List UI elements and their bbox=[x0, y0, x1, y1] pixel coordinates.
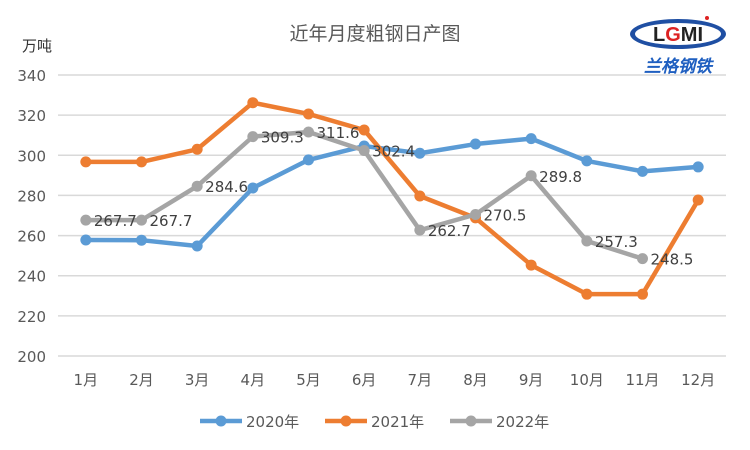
y-tick-label: 300 bbox=[17, 147, 46, 165]
data-point bbox=[247, 182, 259, 194]
data-point bbox=[358, 144, 370, 156]
data-label: 309.3 bbox=[261, 129, 304, 147]
data-label: 289.8 bbox=[539, 168, 582, 186]
x-tick-label: 1月 bbox=[74, 371, 99, 389]
x-tick-label: 7月 bbox=[408, 371, 433, 389]
data-point bbox=[136, 214, 147, 226]
data-label: 267.7 bbox=[150, 212, 193, 230]
data-point bbox=[303, 126, 314, 138]
svg-text:LGMI: LGMI bbox=[653, 24, 703, 46]
y-tick-label: 200 bbox=[17, 348, 46, 366]
data-label: 262.7 bbox=[428, 222, 471, 240]
data-point bbox=[191, 180, 203, 192]
y-tick-label: 260 bbox=[17, 228, 46, 246]
data-point bbox=[637, 165, 648, 177]
y-tick-label: 280 bbox=[17, 187, 46, 205]
y-tick-label: 340 bbox=[17, 67, 46, 85]
x-tick-label: 8月 bbox=[463, 371, 488, 389]
data-point bbox=[581, 235, 593, 247]
legend-marker bbox=[215, 415, 227, 427]
data-label: 311.6 bbox=[317, 124, 360, 142]
x-tick-label: 11月 bbox=[625, 371, 659, 389]
data-point bbox=[470, 138, 481, 150]
y-tick-label: 220 bbox=[17, 308, 46, 326]
data-label: 248.5 bbox=[651, 251, 694, 269]
legend-marker bbox=[465, 415, 477, 427]
svg-text:兰格钢铁: 兰格钢铁 bbox=[644, 57, 715, 77]
x-tick-label: 5月 bbox=[296, 371, 321, 389]
data-point bbox=[247, 97, 259, 109]
data-point bbox=[692, 161, 704, 173]
data-point bbox=[470, 208, 481, 220]
y-tick-label: 240 bbox=[17, 268, 46, 286]
legend-label: 2021年 bbox=[371, 413, 424, 431]
data-point bbox=[692, 194, 704, 206]
data-point bbox=[414, 147, 426, 159]
series-line-2020年 bbox=[85, 136, 699, 249]
data-point bbox=[637, 253, 648, 265]
lgmi-logo: LGMI 兰格钢铁 bbox=[630, 16, 726, 77]
x-tick-label: 2月 bbox=[129, 371, 154, 389]
data-point bbox=[80, 214, 92, 226]
data-point bbox=[637, 288, 648, 300]
y-tick-label: 320 bbox=[17, 107, 46, 125]
data-label: 270.5 bbox=[484, 206, 527, 224]
data-label: 257.3 bbox=[595, 233, 638, 251]
x-tick-label: 10月 bbox=[570, 371, 604, 389]
data-point bbox=[191, 240, 203, 252]
data-point bbox=[581, 155, 593, 167]
data-label: 302.4 bbox=[372, 142, 415, 160]
data-point bbox=[247, 131, 259, 143]
data-point bbox=[525, 170, 537, 182]
data-point bbox=[191, 143, 203, 155]
data-point bbox=[80, 156, 92, 168]
data-point bbox=[525, 259, 537, 271]
data-point bbox=[136, 156, 147, 168]
series-line-2021年 bbox=[85, 100, 701, 297]
legend-label: 2022年 bbox=[496, 413, 549, 431]
data-point bbox=[80, 234, 92, 246]
data-label: 267.7 bbox=[94, 212, 137, 230]
data-point bbox=[136, 234, 147, 246]
legend-label: 2020年 bbox=[246, 413, 299, 431]
data-point bbox=[358, 124, 370, 136]
x-tick-label: 6月 bbox=[352, 371, 377, 389]
data-point bbox=[581, 288, 593, 300]
x-tick-label: 4月 bbox=[241, 371, 266, 389]
x-tick-label: 9月 bbox=[519, 371, 544, 389]
x-tick-label: 3月 bbox=[185, 371, 210, 389]
chart-title: 近年月度粗钢日产图 bbox=[289, 23, 460, 45]
data-point bbox=[303, 108, 314, 120]
data-point bbox=[414, 190, 426, 202]
data-point bbox=[303, 154, 314, 166]
legend-marker bbox=[340, 415, 352, 427]
data-point bbox=[414, 224, 426, 236]
y-axis-label: 万吨 bbox=[22, 37, 52, 55]
data-label: 284.6 bbox=[205, 178, 248, 196]
x-tick-label: 12月 bbox=[681, 371, 715, 389]
data-point bbox=[525, 133, 537, 145]
